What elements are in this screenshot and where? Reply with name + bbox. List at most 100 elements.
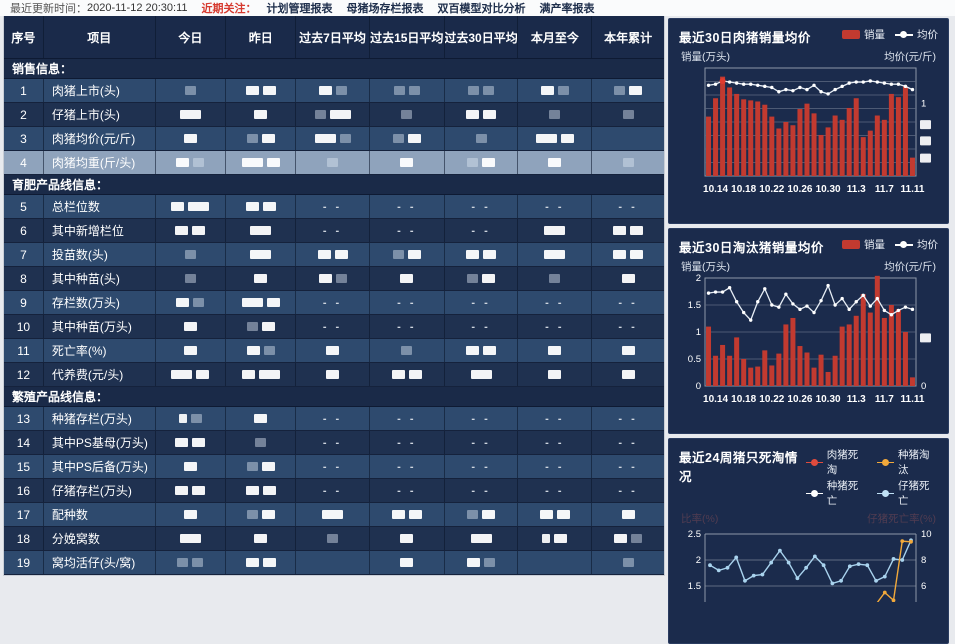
table-row[interactable]: 15 其中PS后备(万头) - - - - - - - - - - (4, 455, 664, 479)
sales-bar (846, 107, 852, 176)
y-right-axis-label: 均价(元/斤) (884, 51, 936, 63)
report-link-2[interactable]: 母猪场存栏报表 (346, 3, 424, 15)
value-cell (226, 315, 297, 338)
price-point (896, 82, 901, 86)
row-label: 配种数 (44, 503, 156, 526)
table-row[interactable]: 9 存栏数(万头) - - - - - - - - - - (4, 291, 664, 315)
redacted-value-block (258, 370, 280, 379)
legend-item-均价[interactable]: 均价 (895, 27, 938, 42)
redacted-y-right-tick (920, 153, 931, 163)
redacted-value-block (192, 438, 206, 447)
y-right-axis-label: 仔猪死亡率(%) (867, 513, 936, 525)
table-row[interactable]: 13 种猪存栏(万头) - - - - - - - - - - (4, 407, 664, 431)
table-row[interactable]: 7 投苗数(头) (4, 243, 664, 267)
price-point (734, 300, 739, 304)
legend-dot (900, 31, 907, 38)
redacted-y-right-tick (920, 136, 931, 146)
redacted-dashes: - - (397, 200, 417, 213)
price-point (749, 318, 753, 322)
redacted-value-block (188, 202, 210, 211)
legend-item-种猪淘汰[interactable]: 种猪淘汰 (876, 447, 938, 477)
row-label: 肉猪均重(斤/头) (44, 151, 156, 174)
value-cell (296, 527, 370, 550)
redacted-value-block (549, 274, 561, 283)
chart-plot: 2.5 10 2 8 1.5 6 (688, 529, 932, 602)
legend-item-销量[interactable]: 销量 (842, 237, 885, 252)
redacted-dashes: - - (471, 224, 491, 237)
redacted-dashes: - - (397, 296, 417, 309)
sales-bar (902, 332, 908, 386)
value-cell (156, 195, 227, 218)
price-point (868, 304, 872, 308)
sales-bar (867, 312, 873, 386)
legend-dot (900, 241, 907, 248)
price-point (741, 310, 746, 315)
redacted-value-block (196, 370, 210, 379)
sales-bar (874, 115, 880, 176)
redacted-dashes: - - (545, 460, 565, 473)
series-point-仔猪死亡 (812, 554, 817, 559)
redacted-value-block (266, 158, 280, 167)
price-point (833, 87, 837, 92)
value-cell (445, 79, 519, 102)
legend-dot (810, 489, 818, 497)
table-row[interactable]: 19 窝均活仔(头/窝) (4, 551, 664, 575)
table-row[interactable]: 12 代养费(元/头) (4, 363, 664, 387)
redacted-value-block (178, 414, 187, 423)
redacted-value-block (621, 510, 635, 519)
table-row[interactable]: 5 总栏位数 - - - - - - - - - - (4, 195, 664, 219)
table-row[interactable]: 14 其中PS基母(万头) - - - - - - - - - - (4, 431, 664, 455)
sales-bar (839, 119, 845, 176)
value-cell: - - (370, 219, 445, 242)
redacted-value-block (254, 274, 268, 283)
sales-bar (790, 125, 796, 176)
redacted-value-block (539, 510, 553, 519)
value-cell: - - (296, 479, 370, 502)
table-row[interactable]: 2 仔猪上市(头) (4, 103, 664, 127)
sales-bar (727, 87, 733, 176)
report-link-4[interactable]: 满产率报表 (539, 3, 595, 15)
redacted-value-block (466, 110, 480, 119)
table-row[interactable]: 17 配种数 (4, 503, 664, 527)
legend-item-肉猪死淘[interactable]: 肉猪死淘 (805, 447, 867, 477)
redacted-value-block (245, 86, 259, 95)
row-label: 代养费(元/头) (44, 363, 156, 386)
value-cell (226, 527, 297, 550)
recent-focus-label: 近期关注： (201, 3, 257, 15)
report-link-3[interactable]: 双百模型对比分析 (437, 3, 526, 15)
value-cell (226, 407, 297, 430)
table-row[interactable]: 16 仔猪存栏(万头) - - - - - - - - - - (4, 479, 664, 503)
y-left-tick: 1 (696, 327, 701, 338)
table-header-cell: 过去7日平均 (296, 16, 370, 58)
legend-item-仔猪死亡[interactable]: 仔猪死亡 (876, 478, 938, 508)
value-cell: - - (296, 315, 370, 338)
value-cell: - - (445, 455, 519, 478)
legend-item-均价[interactable]: 均价 (895, 237, 938, 252)
legend-line-swatch (805, 489, 823, 498)
table-row[interactable]: 10 其中种苗(万头) - - - - - - - - - - (4, 315, 664, 339)
price-point (903, 84, 908, 89)
table-row[interactable]: 1 肉猪上市(头) (4, 79, 664, 103)
table-row[interactable]: 8 其中种苗(头) (4, 267, 664, 291)
report-link-1[interactable]: 计划管理报表 (266, 3, 333, 15)
redacted-value-block (241, 158, 263, 167)
row-label: 投苗数(头) (44, 243, 156, 266)
table-row[interactable]: 3 肉猪均价(元/斤) (4, 127, 664, 151)
redacted-value-block (483, 86, 495, 95)
legend-label: 均价 (917, 29, 938, 41)
price-point (854, 300, 858, 304)
value-cell (156, 79, 227, 102)
series-point-仔猪死亡 (882, 574, 887, 579)
table-row[interactable]: 11 死亡率(%) (4, 339, 664, 363)
y-right-tick: 8 (921, 555, 926, 566)
table-row[interactable]: 6 其中新增栏位 - - - - - - (4, 219, 664, 243)
row-label: 其中新增栏位 (44, 219, 156, 242)
table-row[interactable]: 18 分娩窝数 (4, 527, 664, 551)
axis-unit-row: 销量(万头) 均价(元/斤) (679, 259, 938, 274)
legend-item-种猪死亡[interactable]: 种猪死亡 (805, 478, 867, 508)
redacted-dashes: - - (397, 224, 417, 237)
redacted-dashes: - - (618, 296, 638, 309)
legend-item-销量[interactable]: 销量 (842, 27, 885, 42)
axis-unit-row: 比率(%) 仔猪死亡率(%) (679, 511, 938, 526)
table-row[interactable]: 4 肉猪均重(斤/头) (4, 151, 664, 175)
